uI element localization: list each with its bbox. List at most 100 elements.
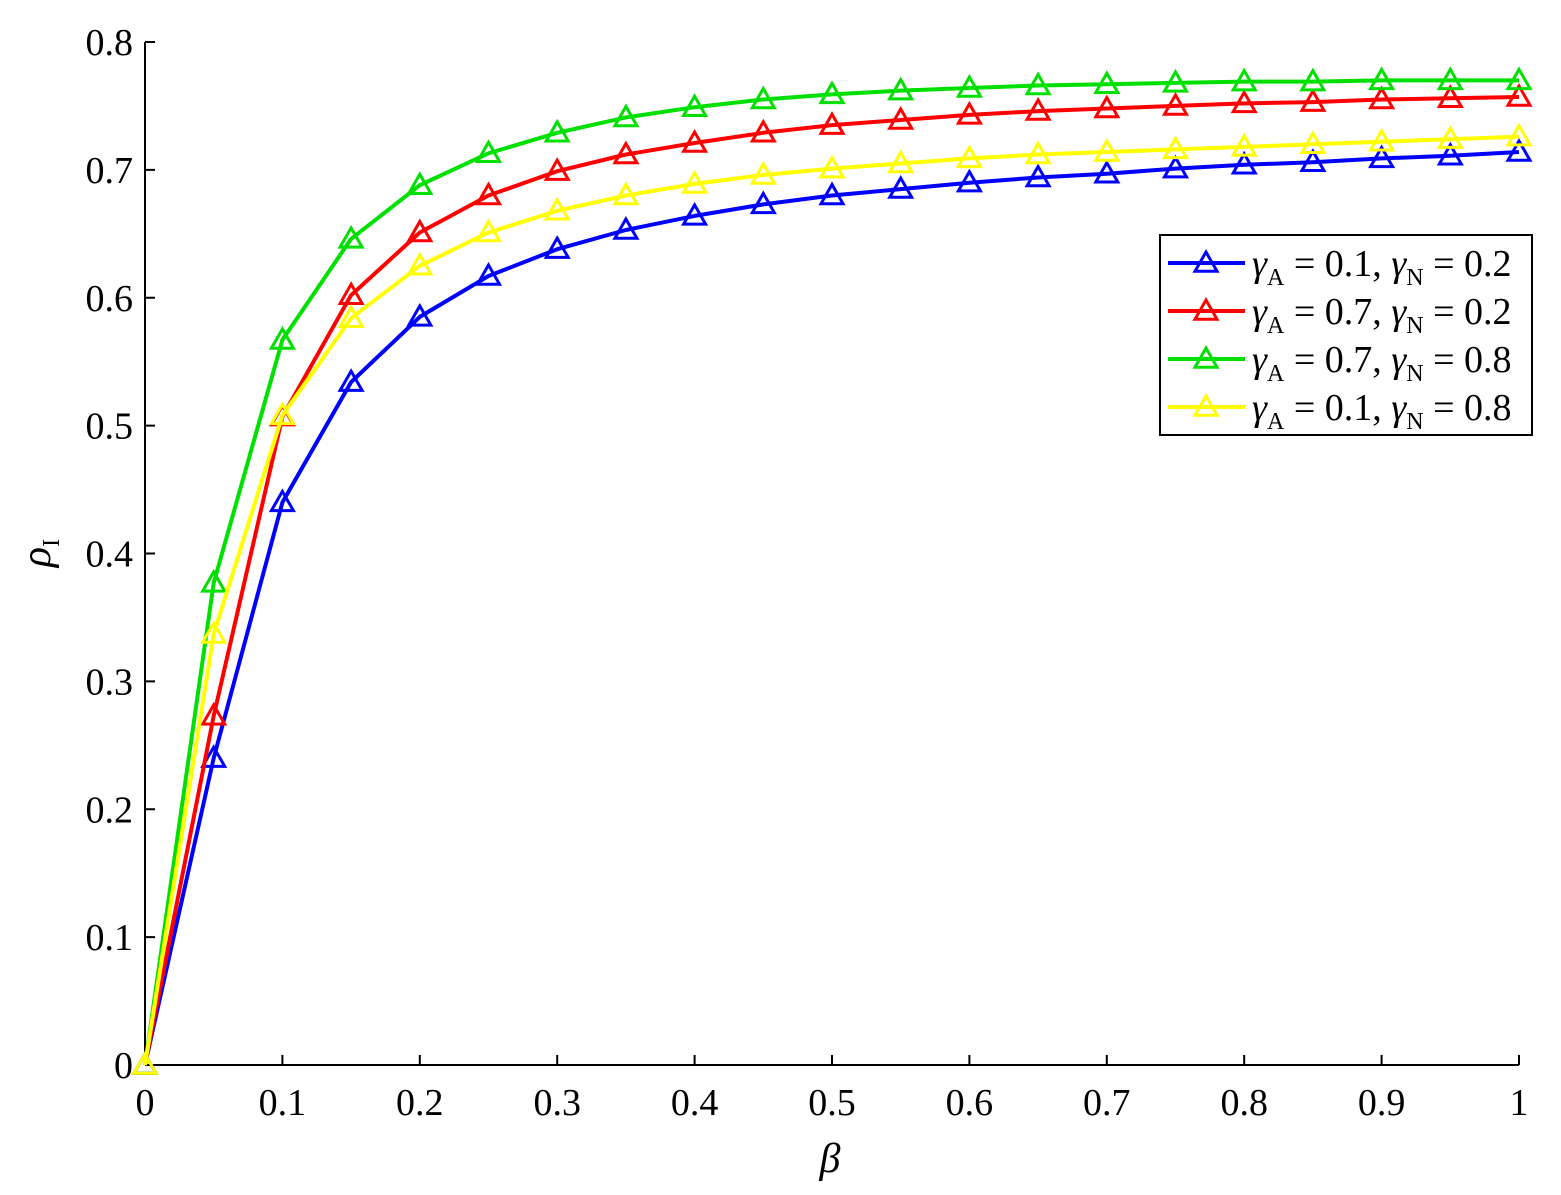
data-point: [955, 168, 983, 193]
legend-label-part: γ: [1391, 243, 1407, 285]
legend-label-part: = 0.1,: [1284, 243, 1391, 285]
legend-label-part: γ: [1252, 243, 1268, 285]
data-point: [1299, 88, 1327, 112]
x-tick-label: 0: [136, 1082, 155, 1124]
data-point: [1161, 68, 1190, 93]
legend-label: γA = 0.1, γN = 0.2: [1252, 243, 1512, 291]
data-point: [1024, 163, 1052, 188]
data-point: [749, 160, 777, 185]
legend-entry: γA = 0.1, γN = 0.2: [1168, 243, 1512, 291]
series-layer: [131, 66, 1533, 1075]
data-point: [1093, 159, 1121, 184]
legend-label-part: = 0.2: [1424, 243, 1512, 285]
data-point: [749, 118, 777, 143]
data-point: [1368, 85, 1396, 110]
legend-label-part: γ: [1391, 291, 1407, 333]
x-axis-label: β: [819, 1136, 841, 1182]
data-point: [268, 488, 296, 513]
x-tick-label: 0.8: [1220, 1082, 1268, 1124]
series-line: [143, 95, 1520, 1066]
data-point: [612, 215, 640, 240]
legend: γA = 0.1, γN = 0.2γA = 0.7, γN = 0.2γA =…: [1159, 234, 1533, 436]
data-point: [887, 105, 915, 130]
y-tick-label: 0.7: [86, 150, 134, 192]
x-tick-label: 0.9: [1358, 1082, 1406, 1124]
legend-entry: γA = 0.7, γN = 0.8: [1168, 339, 1512, 387]
data-point: [955, 144, 983, 169]
data-point: [749, 85, 777, 110]
data-point: [337, 224, 365, 249]
data-point: [1161, 154, 1190, 179]
data-point: [1230, 150, 1258, 175]
data-point: [131, 1050, 159, 1075]
data-point: [1093, 70, 1121, 94]
data-point: [1299, 148, 1327, 172]
legend-marker: [1192, 344, 1220, 369]
legend-label-part: = 0.7,: [1284, 339, 1391, 381]
data-point: [337, 281, 365, 305]
x-tick-label: 0.6: [946, 1082, 994, 1124]
data-point: [543, 118, 571, 143]
x-tick-label: 0.1: [259, 1082, 307, 1124]
legend-label-part: A: [1267, 361, 1285, 387]
data-point: [818, 80, 846, 105]
data-point: [887, 76, 915, 101]
legend-entry: γA = 0.7, γN = 0.2: [1168, 291, 1512, 339]
data-point: [1436, 141, 1464, 166]
y-axis-label: ρI: [14, 539, 65, 569]
y-tick-label: 0.6: [86, 278, 134, 320]
y-tick-label: 0.2: [86, 789, 134, 831]
series-2: [131, 82, 1533, 1075]
data-point: [1505, 137, 1533, 162]
data-point: [612, 140, 640, 165]
y-tick-label: 0.5: [86, 406, 134, 448]
axes: 0 0.1 0.2 0.3 0.4 0.5 0.6 0.7 0.8 0.9 1 0 0.1 0.2 0.3 0…: [14, 22, 1529, 1182]
data-point: [818, 154, 846, 179]
legend-marker: [1192, 296, 1220, 321]
data-point: [1368, 66, 1396, 91]
data-point: [1024, 140, 1052, 165]
series-line: [143, 134, 1520, 1066]
y-axis-label-main: ρ: [14, 547, 60, 569]
data-point: [681, 169, 709, 194]
data-point: [1436, 84, 1464, 109]
data-point: [543, 235, 571, 259]
legend-label-part: γ: [1252, 387, 1268, 429]
legend-marker: [1192, 248, 1220, 273]
x-tick-label: 0.7: [1083, 1082, 1131, 1124]
data-point: [818, 111, 846, 135]
data-point: [474, 218, 503, 243]
y-tick-label: 0.8: [86, 22, 134, 64]
legend-label-part: γ: [1391, 339, 1407, 381]
y-tick-label: 0.4: [86, 534, 134, 576]
series-3: [131, 66, 1533, 1075]
data-point: [955, 100, 983, 125]
data-point: [1505, 82, 1533, 107]
legend-label-part: = 0.2: [1424, 291, 1512, 333]
data-point: [200, 568, 228, 593]
data-point: [474, 261, 503, 286]
x-tick-label: 0.3: [533, 1082, 581, 1124]
legend-label-part: N: [1406, 409, 1423, 435]
data-point: [406, 302, 434, 327]
data-point: [1299, 67, 1327, 92]
data-point: [681, 93, 709, 117]
x-tick-label: 1: [1510, 1082, 1529, 1124]
data-point: [337, 304, 365, 328]
data-point: [818, 181, 846, 206]
series-line: [143, 150, 1520, 1066]
data-point: [268, 325, 296, 350]
data-point: [1436, 66, 1464, 91]
legend-label-part: γ: [1391, 387, 1407, 429]
data-point: [681, 201, 709, 226]
data-point: [474, 139, 503, 164]
data-point: [543, 157, 571, 181]
data-point: [1505, 66, 1533, 91]
data-point: [1368, 144, 1396, 169]
data-point: [1093, 94, 1121, 119]
legend-label: γA = 0.1, γN = 0.8: [1252, 387, 1512, 435]
data-point: [1368, 127, 1396, 152]
data-point: [1299, 130, 1327, 155]
data-point: [1024, 71, 1052, 96]
